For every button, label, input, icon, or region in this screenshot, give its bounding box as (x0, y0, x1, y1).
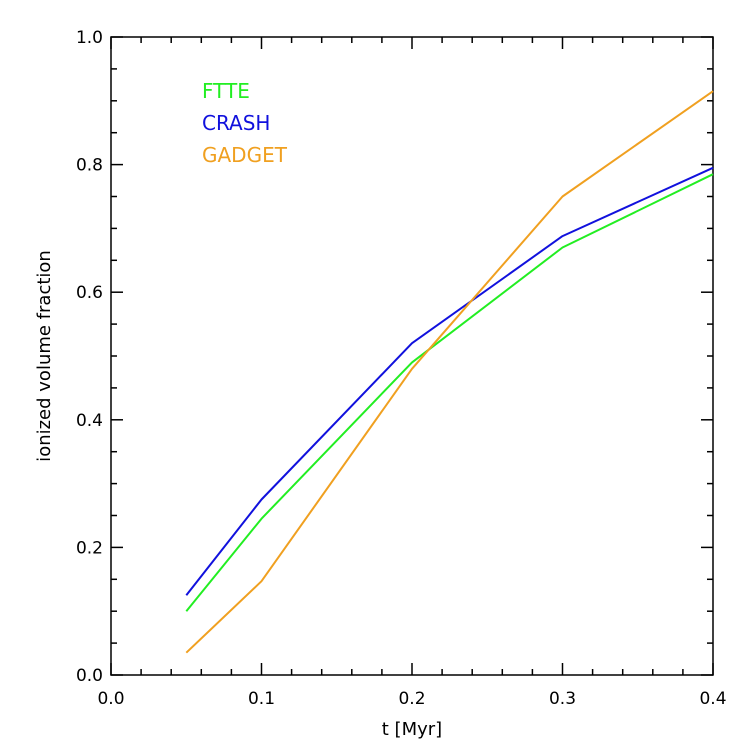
plot-frame (110, 36, 714, 676)
legend-entry-ftte: FTTE (202, 79, 250, 103)
legend: FTTE CRASH GADGET (202, 79, 288, 167)
x-tick-label: 0.1 (248, 689, 275, 709)
x-tick-label: 0.3 (549, 689, 576, 709)
series-line-crash (185, 166, 714, 596)
series-line-gadget (185, 90, 714, 654)
legend-entry-gadget: GADGET (202, 143, 288, 167)
y-tick-label: 0.4 (76, 411, 103, 431)
y-tick-label: 0.6 (76, 283, 103, 303)
y-tick-label: 1.0 (76, 28, 103, 48)
x-tick-labels: 0.0 0.1 0.2 0.3 0.4 (97, 689, 726, 709)
legend-entry-crash: CRASH (202, 111, 270, 135)
y-tick-label: 0.8 (76, 156, 103, 176)
x-axis-label: t [Myr] (382, 719, 442, 740)
x-tick-label: 0.2 (398, 689, 425, 709)
y-tick-label: 0.2 (76, 538, 103, 558)
x-tick-label: 0.0 (97, 689, 124, 709)
series-line-ftte (185, 173, 714, 612)
x-tick-label: 0.4 (699, 689, 726, 709)
y-tick-labels: 0.0 0.2 0.4 0.6 0.8 1.0 (76, 28, 103, 686)
series-layer (185, 90, 714, 654)
y-axis-label: ionized volume fraction (34, 250, 55, 462)
y-tick-label: 0.0 (76, 666, 103, 686)
